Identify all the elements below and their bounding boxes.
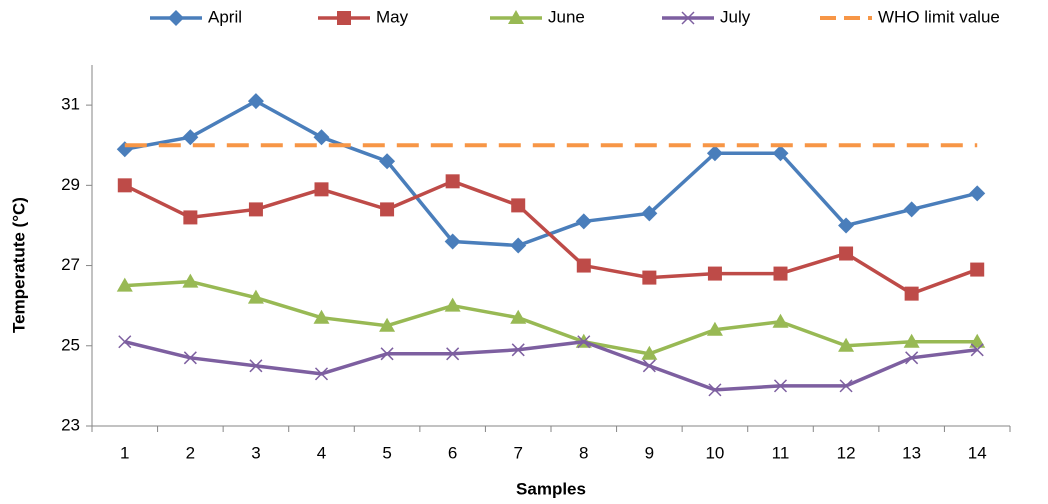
x-tick-label: 6 — [448, 443, 457, 462]
marker — [118, 335, 132, 349]
marker — [772, 313, 789, 328]
marker — [707, 266, 722, 281]
x-tick-label: 1 — [120, 443, 129, 462]
series-line — [124, 279, 978, 356]
x-axis-title: Samples — [516, 479, 586, 498]
marker — [247, 289, 264, 304]
marker — [903, 201, 920, 218]
marker — [708, 383, 722, 397]
marker — [248, 202, 263, 217]
x-tick-label: 3 — [251, 443, 260, 462]
marker — [247, 93, 264, 110]
y-tick-label: 27 — [61, 255, 80, 274]
marker — [642, 270, 657, 285]
marker — [706, 321, 723, 336]
y-tick-label: 31 — [61, 95, 80, 114]
marker — [116, 277, 133, 292]
marker — [839, 246, 854, 261]
marker — [446, 347, 460, 361]
marker — [116, 141, 133, 158]
marker — [379, 153, 396, 170]
marker — [168, 10, 184, 26]
marker — [183, 210, 198, 225]
marker — [773, 266, 788, 281]
marker — [576, 258, 591, 273]
marker — [838, 217, 855, 234]
marker — [641, 205, 658, 222]
marker — [337, 11, 351, 25]
marker — [511, 198, 526, 213]
legend-label: April — [208, 7, 242, 26]
marker — [970, 262, 985, 277]
marker — [772, 145, 789, 162]
marker — [182, 273, 199, 288]
x-tick-label: 7 — [513, 443, 522, 462]
marker — [249, 359, 263, 373]
x-tick-label: 9 — [645, 443, 654, 462]
legend-label: WHO limit value — [878, 7, 1000, 26]
x-tick-label: 10 — [705, 443, 724, 462]
marker — [508, 10, 524, 24]
x-tick-label: 4 — [317, 443, 326, 462]
marker — [904, 286, 919, 301]
marker — [773, 379, 788, 393]
marker — [380, 347, 394, 361]
marker — [444, 233, 461, 250]
marker — [577, 335, 591, 349]
x-tick-label: 11 — [772, 443, 790, 462]
y-tick-label: 23 — [61, 415, 80, 434]
x-tick-label: 2 — [186, 443, 195, 462]
marker — [313, 309, 330, 324]
y-axis-title: Temperatute (°C) — [9, 197, 28, 333]
marker — [641, 345, 658, 360]
marker — [575, 213, 592, 230]
series-line — [124, 179, 978, 296]
marker — [969, 333, 986, 348]
marker — [642, 359, 656, 373]
series-line — [124, 340, 978, 392]
marker — [969, 185, 986, 202]
marker — [706, 145, 723, 162]
legend-label: May — [376, 7, 409, 26]
x-tick-label: 5 — [382, 443, 391, 462]
marker — [838, 337, 855, 352]
marker — [314, 367, 329, 381]
marker — [182, 129, 199, 146]
marker — [379, 317, 396, 332]
marker — [510, 309, 527, 324]
legend-label: July — [720, 7, 751, 26]
x-tick-label: 14 — [968, 443, 987, 462]
marker — [380, 202, 395, 217]
marker — [183, 351, 197, 365]
legend-label: June — [548, 7, 585, 26]
y-tick-label: 29 — [61, 175, 80, 194]
marker — [444, 297, 461, 312]
marker — [117, 178, 132, 193]
marker — [511, 343, 525, 357]
marker — [903, 333, 920, 348]
marker — [510, 237, 527, 254]
x-tick-label: 13 — [902, 443, 921, 462]
x-tick-label: 8 — [579, 443, 588, 462]
marker — [905, 351, 919, 365]
marker — [445, 174, 460, 189]
marker — [839, 379, 853, 393]
x-tick-label: 12 — [837, 443, 856, 462]
marker — [681, 11, 695, 25]
y-tick-label: 25 — [61, 335, 80, 354]
marker — [970, 343, 984, 357]
marker — [314, 182, 329, 197]
marker — [313, 129, 330, 146]
